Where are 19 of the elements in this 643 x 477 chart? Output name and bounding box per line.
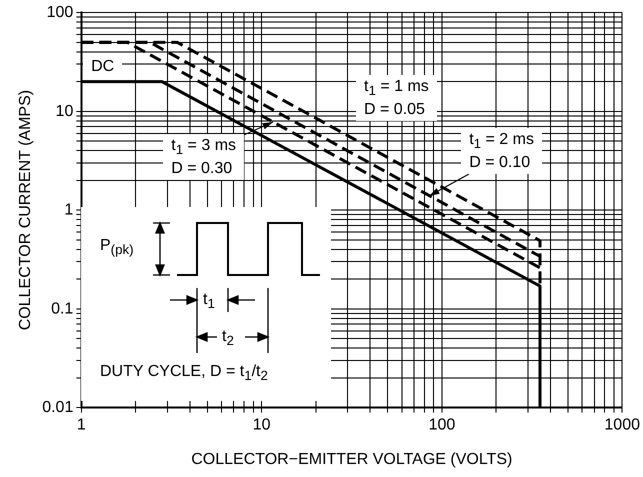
y-tick-label: 10 — [56, 102, 74, 120]
annotation: DUTY CYCLE, D = t$_{1}$/t$_{2}$ — [100, 362, 268, 386]
y-tick-label: 0.01 — [42, 399, 74, 416]
annotation: t$_{1}$ = 2 ms D = 0.10 — [461, 128, 542, 174]
annotation: DC — [83, 54, 122, 78]
y-tick-label: 100 — [46, 4, 74, 22]
x-tick-label: 100 — [428, 416, 456, 434]
y-tick-label: 1 — [64, 202, 74, 219]
annotation: t$_{1}$ = 1 ms D = 0.05 — [356, 75, 437, 122]
annotation: P$_{(pk)}$ — [100, 236, 134, 260]
x-axis-title: COLLECTOR−EMITTER VOLTAGE (VOLTS) — [191, 450, 512, 468]
y-tick-label: 0.1 — [51, 300, 74, 318]
annotation: t$_{2}$ — [222, 327, 234, 350]
y-axis-title: COLLECTOR CURRENT (AMPS) — [17, 90, 34, 330]
x-tick-label: 10 — [252, 416, 271, 434]
annotation: t$_{1}$ = 3 ms D = 0.30 — [163, 134, 244, 180]
x-tick-label: 1 — [76, 416, 86, 434]
x-tick-label: 1000 — [604, 416, 640, 434]
annotation: t$_{1}$ — [203, 290, 215, 314]
